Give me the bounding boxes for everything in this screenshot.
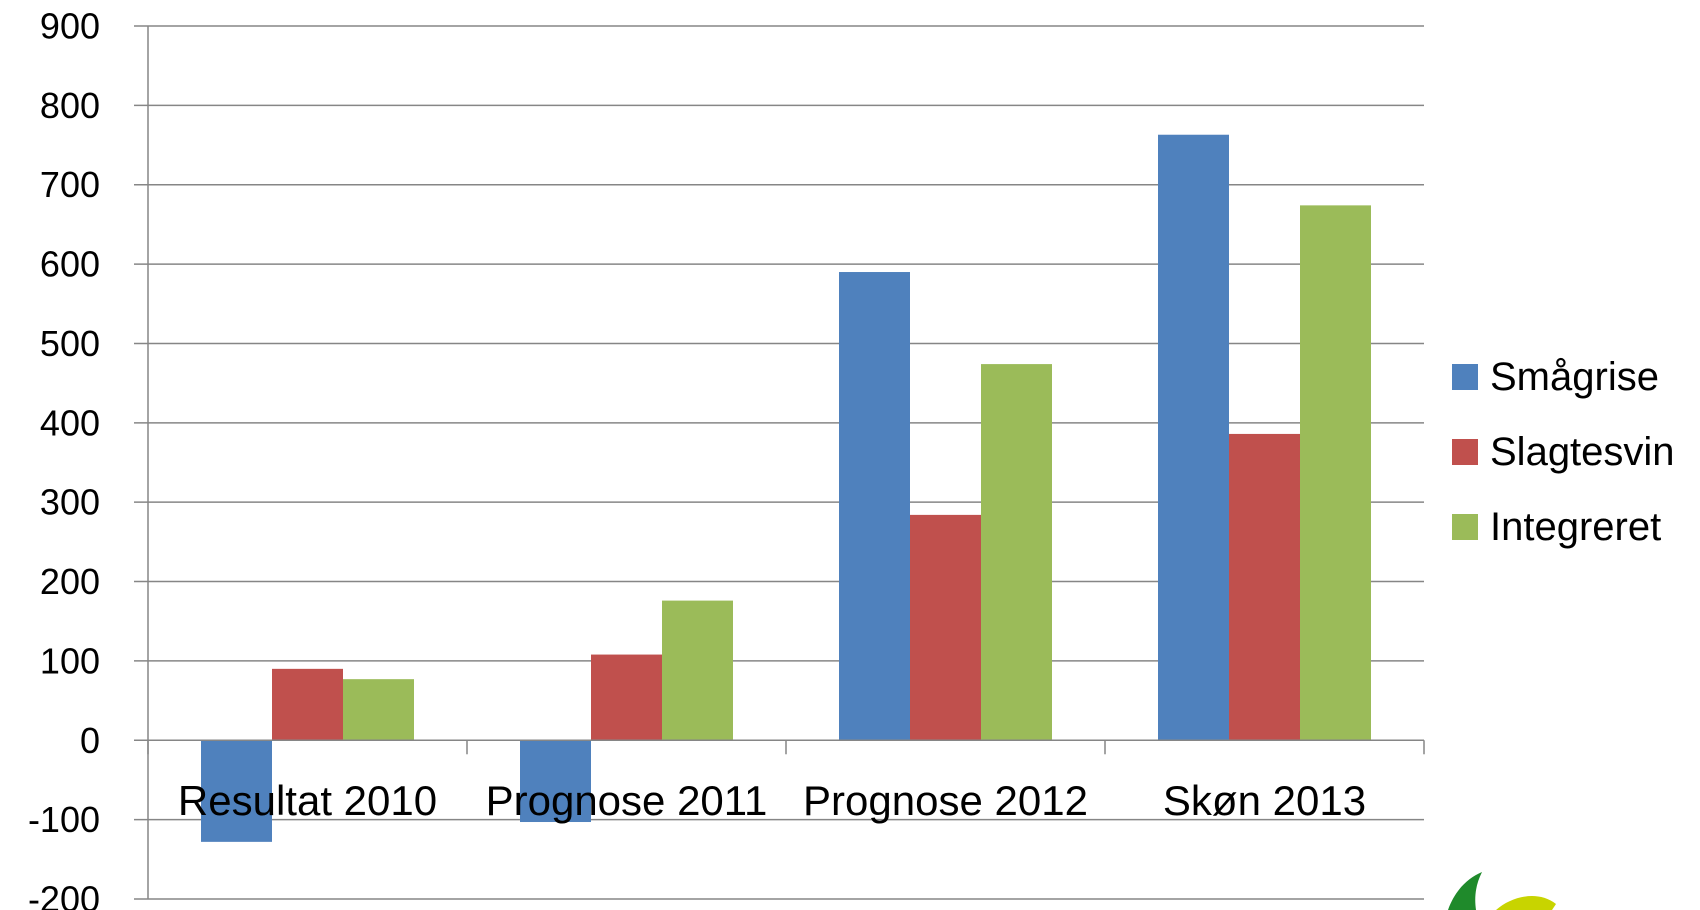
bar-smågrise-3	[1158, 134, 1229, 741]
bar-integreret-1	[662, 600, 733, 741]
y-tick-label: 700	[40, 164, 100, 205]
legend-label: Integreret	[1490, 505, 1661, 549]
y-tick-label: 500	[40, 323, 100, 364]
bar-slagtesvin-0	[272, 668, 343, 741]
bar-slagtesvin-3	[1229, 433, 1300, 741]
bar-smågrise-1	[520, 740, 591, 823]
x-axis-labels: Resultat 2010 Prognose 2011 Prognose 2012 S…	[178, 777, 1366, 824]
bar-smågrise-2	[839, 272, 910, 741]
bar-smågrise-0	[201, 740, 272, 842]
logo-swoosh	[1448, 872, 1482, 910]
logo-arc	[1496, 896, 1556, 910]
y-tick-label: 200	[40, 561, 100, 602]
legend-label: Smågrise	[1490, 355, 1659, 399]
category-label: Resultat 2010	[178, 777, 437, 824]
y-tick-label: 800	[40, 85, 100, 126]
y-tick-label: 300	[40, 482, 100, 523]
bar-slagtesvin-2	[910, 514, 981, 741]
legend: Smågrise Slagtesvin Integreret	[1452, 355, 1675, 549]
y-tick-label: 900	[40, 6, 100, 47]
legend-label: Slagtesvin	[1490, 430, 1675, 474]
legend-swatch-integreret	[1452, 514, 1478, 540]
y-tick-label: 100	[40, 640, 100, 681]
bars	[201, 134, 1371, 842]
logo-fragment	[1448, 872, 1556, 910]
y-tick-label: 0	[80, 720, 100, 761]
category-label: Skøn 2013	[1163, 777, 1366, 824]
y-axis-ticks: 900 800 700 600 500 400 300 200 100 0 -100 -200	[28, 6, 100, 910]
y-tick-label: -200	[28, 879, 100, 910]
bar-integreret-3	[1300, 205, 1371, 741]
y-tick-label: 400	[40, 402, 100, 443]
y-tick-label: -100	[28, 799, 100, 840]
bar-integreret-2	[981, 364, 1052, 741]
bar-slagtesvin-1	[591, 654, 662, 741]
legend-swatch-slagtesvin	[1452, 439, 1478, 465]
category-label: Prognose 2011	[486, 777, 768, 824]
legend-swatch-smågrise	[1452, 364, 1478, 390]
bar-integreret-0	[343, 679, 414, 741]
category-label: Prognose 2012	[803, 777, 1088, 824]
y-tick-label: 600	[40, 244, 100, 285]
axes	[147, 26, 1425, 899]
